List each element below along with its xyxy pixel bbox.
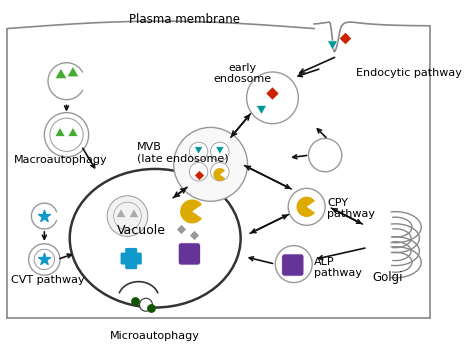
FancyBboxPatch shape xyxy=(120,253,142,265)
Circle shape xyxy=(34,249,55,270)
Circle shape xyxy=(114,202,141,230)
Point xyxy=(41,213,48,219)
FancyBboxPatch shape xyxy=(282,254,304,276)
Circle shape xyxy=(309,138,342,172)
Wedge shape xyxy=(180,199,202,224)
Text: MVB
(late endosome): MVB (late endosome) xyxy=(137,142,228,164)
Circle shape xyxy=(275,246,312,283)
Polygon shape xyxy=(256,106,266,115)
Point xyxy=(190,232,198,237)
Point xyxy=(131,298,139,304)
Polygon shape xyxy=(194,147,203,154)
Text: CVT pathway: CVT pathway xyxy=(11,275,85,285)
Wedge shape xyxy=(297,197,315,217)
Circle shape xyxy=(50,118,83,151)
Point xyxy=(177,226,185,232)
Circle shape xyxy=(45,112,89,157)
Wedge shape xyxy=(213,168,225,181)
Text: ALP
pathway: ALP pathway xyxy=(314,257,362,278)
Point xyxy=(147,305,155,310)
Circle shape xyxy=(173,127,247,201)
FancyBboxPatch shape xyxy=(125,248,137,269)
Polygon shape xyxy=(328,41,337,50)
Point xyxy=(269,90,276,96)
Text: early
endosome: early endosome xyxy=(213,63,271,84)
Polygon shape xyxy=(67,67,79,77)
Polygon shape xyxy=(55,127,65,136)
Ellipse shape xyxy=(70,169,241,307)
Circle shape xyxy=(189,162,208,181)
Text: Endocytic pathway: Endocytic pathway xyxy=(356,68,462,78)
FancyBboxPatch shape xyxy=(178,243,201,265)
Text: Microautophagy: Microautophagy xyxy=(110,331,200,341)
Polygon shape xyxy=(68,127,78,136)
Text: CPY
pathway: CPY pathway xyxy=(327,198,375,219)
Polygon shape xyxy=(116,209,126,218)
Point xyxy=(41,257,48,262)
Circle shape xyxy=(107,196,148,236)
Circle shape xyxy=(139,298,153,311)
Circle shape xyxy=(28,244,60,275)
Polygon shape xyxy=(129,209,139,218)
Point xyxy=(195,172,202,177)
Text: Golgi: Golgi xyxy=(373,272,403,285)
Text: Macroautophagy: Macroautophagy xyxy=(14,155,108,165)
Circle shape xyxy=(246,72,298,124)
Text: Plasma membrane: Plasma membrane xyxy=(129,13,240,26)
Circle shape xyxy=(189,142,208,161)
Point xyxy=(342,35,349,41)
Text: Vacuole: Vacuole xyxy=(117,224,166,237)
Polygon shape xyxy=(216,147,224,154)
Polygon shape xyxy=(55,68,67,79)
Circle shape xyxy=(210,162,229,181)
Circle shape xyxy=(210,142,229,161)
Circle shape xyxy=(288,188,325,225)
